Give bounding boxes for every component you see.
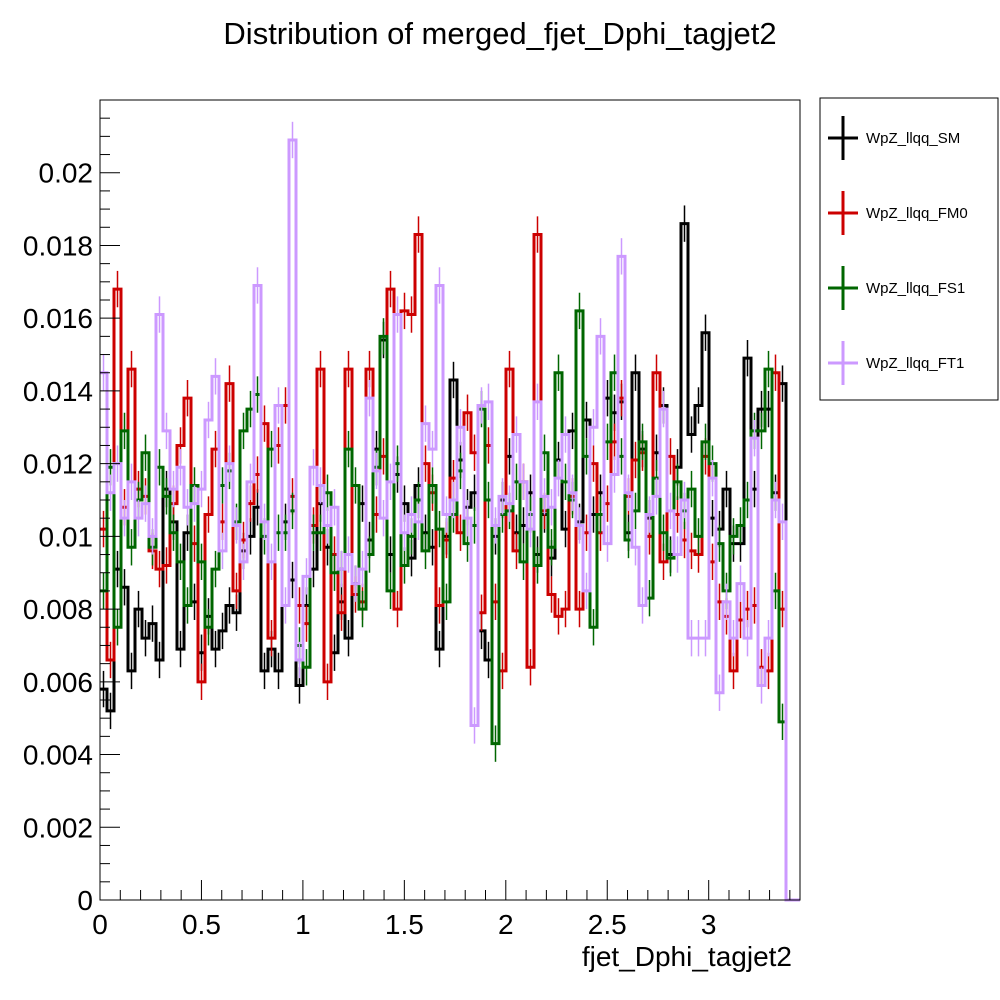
legend-entry-WpZ_llqq_FS1: WpZ_llqq_FS1: [828, 266, 965, 310]
x-axis-label: fjet_Dphi_tagjet2: [582, 941, 792, 972]
legend-entry-WpZ_llqq_FT1: WpZ_llqq_FT1: [828, 341, 964, 385]
legend-label: WpZ_llqq_FS1: [866, 280, 965, 297]
y-tick-label: 0.018: [23, 230, 93, 261]
y-tick-label: 0.014: [23, 376, 93, 407]
series-layer: [100, 121, 800, 902]
x-axis: 0 0.5 1 1.5 2 2.5 3: [92, 880, 791, 940]
chart-title: Distribution of merged_fjet_Dphi_tagjet2: [223, 16, 776, 51]
legend-label: WpZ_llqq_FM0: [866, 205, 968, 222]
series-line: [100, 138, 800, 902]
y-axis: 0 0.002 0.004 0.006 0.008 0.01 0.012 0.014 0.016…: [23, 117, 120, 916]
x-tick-label: 0.5: [182, 909, 221, 940]
x-tick-label: 3: [701, 909, 717, 940]
y-tick-label: 0: [77, 885, 93, 916]
x-tick-label: 2: [498, 909, 514, 940]
legend-label: WpZ_llqq_SM: [866, 130, 960, 147]
y-tick-label: 0.02: [39, 158, 94, 189]
x-tick-label: 0: [92, 909, 108, 940]
y-tick-label: 0.016: [23, 303, 93, 334]
y-tick-label: 0.004: [23, 740, 93, 771]
y-tick-label: 0.002: [23, 812, 93, 843]
y-tick-label: 0.008: [23, 594, 93, 625]
x-tick-label: 1: [295, 909, 311, 940]
legend: WpZ_llqq_SM WpZ_llqq_FM0 WpZ_llqq_FS1 WpZ_l…: [819, 97, 999, 401]
legend-label: WpZ_llqq_FT1: [866, 355, 964, 372]
x-tick-label: 1.5: [385, 909, 424, 940]
y-tick-label: 0.01: [39, 521, 94, 552]
series-WpZ_llqq_FT1: [100, 121, 800, 902]
legend-entry-WpZ_llqq_SM: WpZ_llqq_SM: [828, 116, 960, 160]
legend-entry-WpZ_llqq_FM0: WpZ_llqq_FM0: [828, 191, 968, 235]
legend-box: [819, 97, 999, 401]
x-tick-label: 2.5: [588, 909, 627, 940]
y-tick-label: 0.012: [23, 449, 93, 480]
y-tick-label: 0.006: [23, 667, 93, 698]
